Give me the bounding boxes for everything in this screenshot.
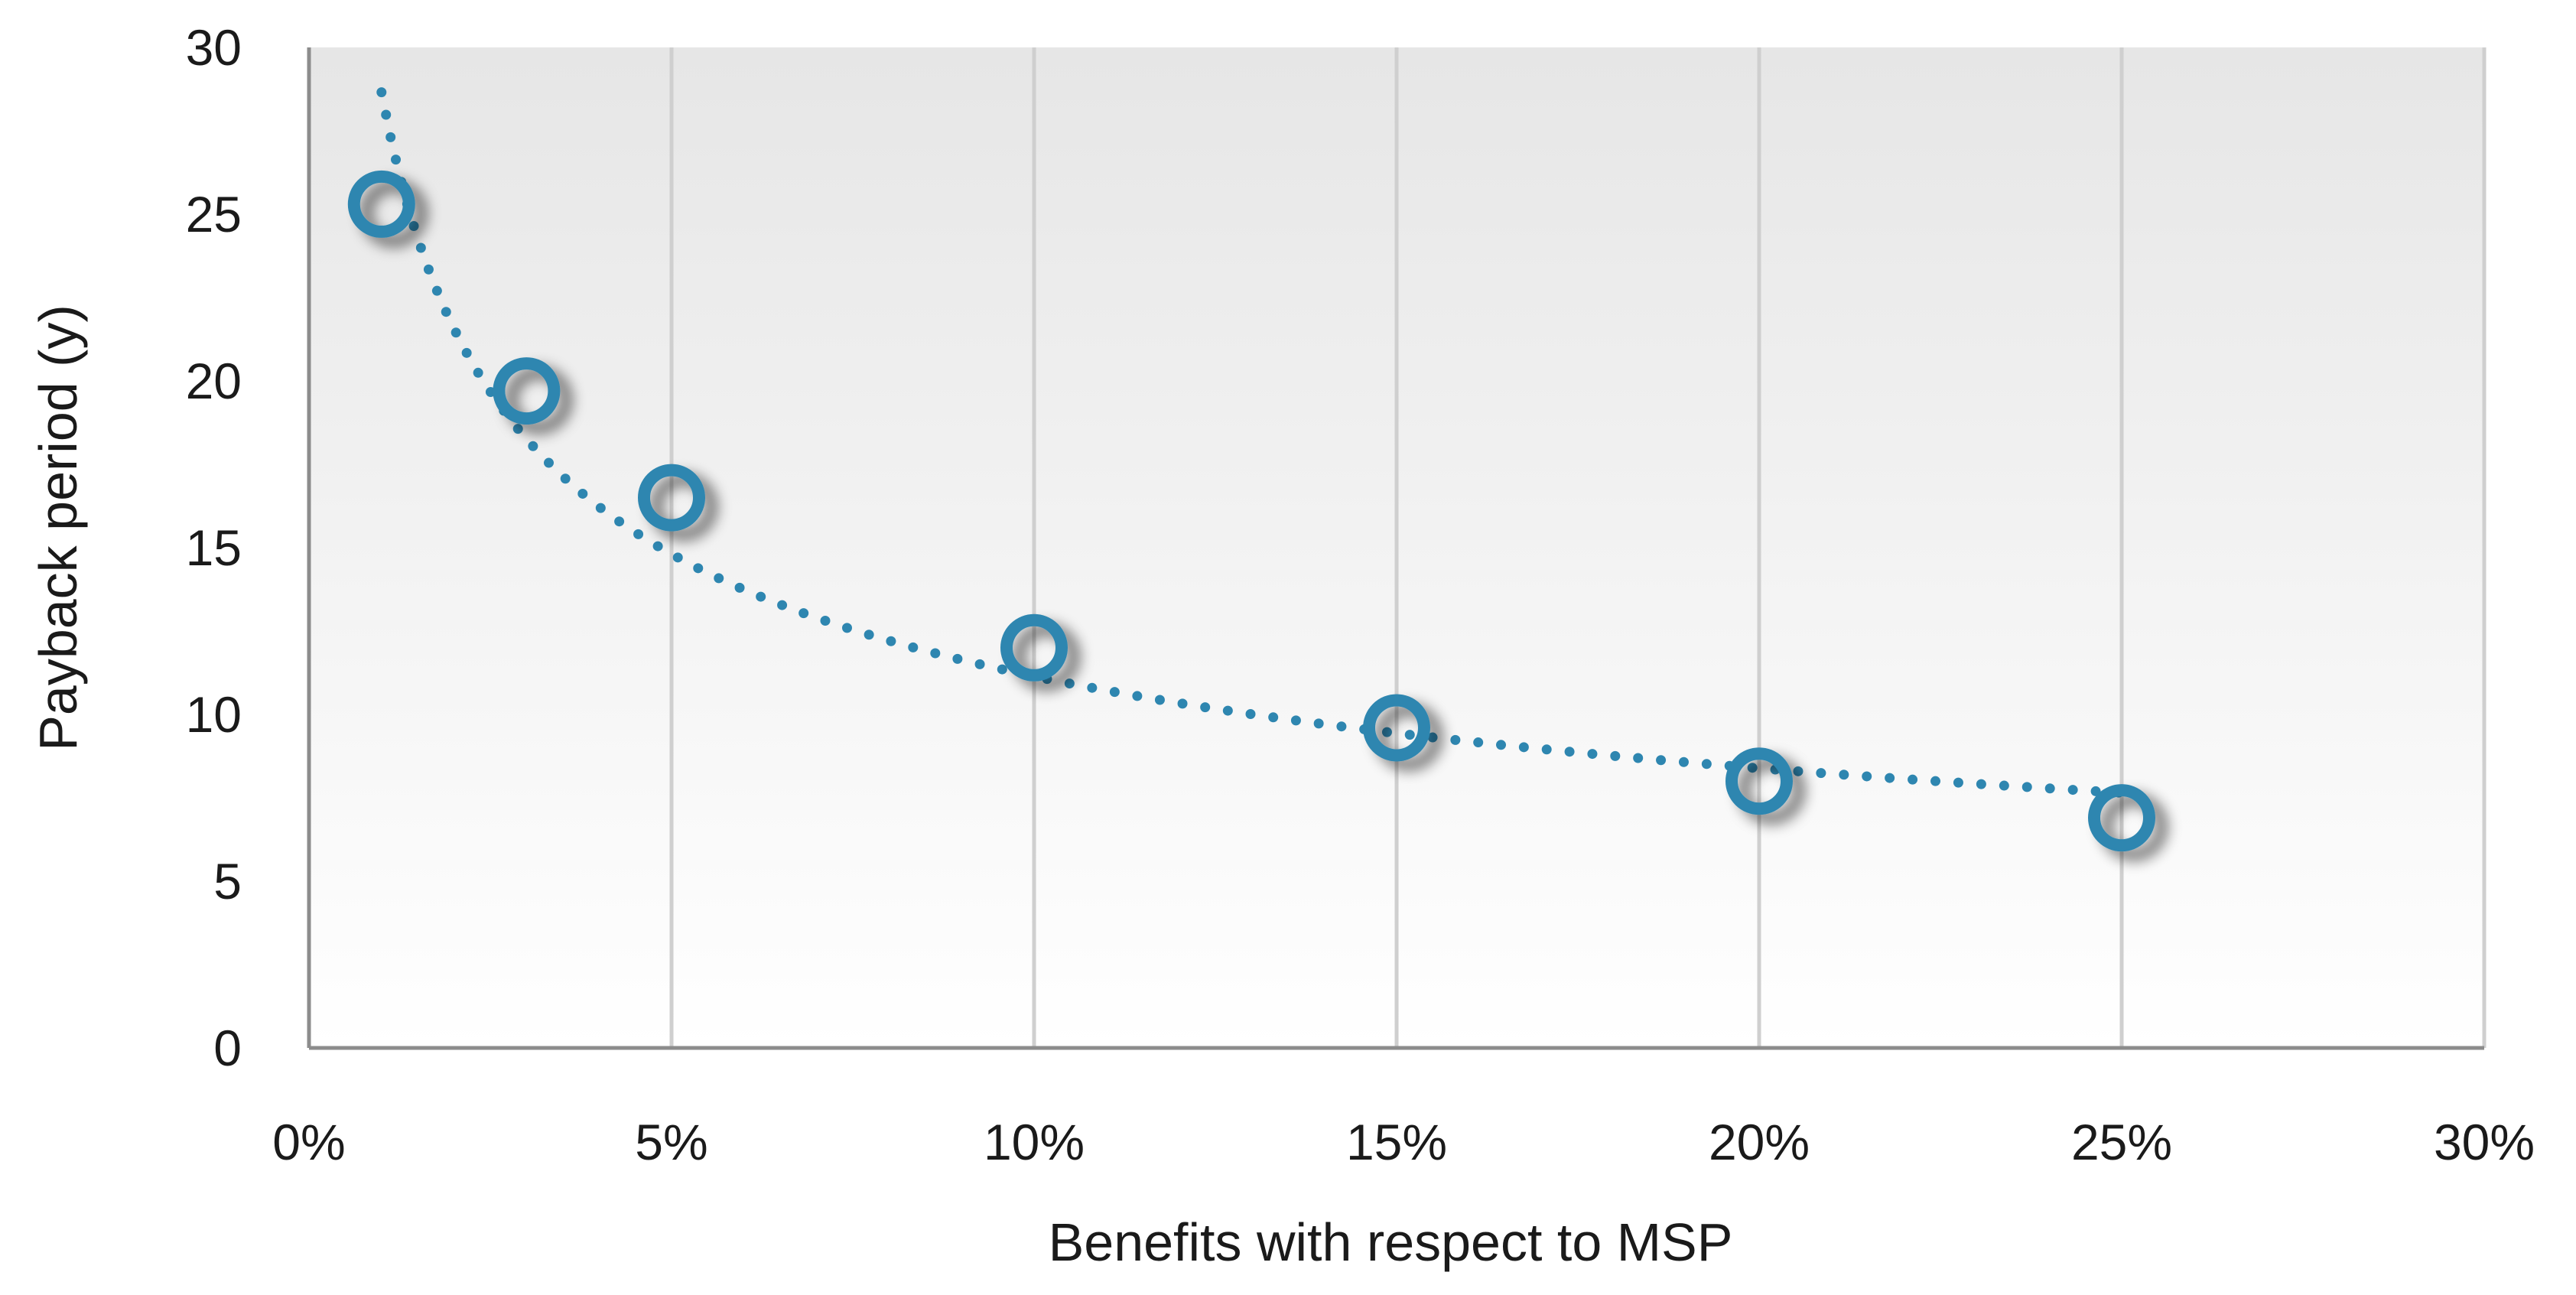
x-tick-label: 20% — [1709, 1114, 1810, 1170]
trendline — [376, 87, 2127, 798]
y-axis-tick-labels: 0 5 10 15 20 25 30 — [186, 19, 242, 1076]
y-axis-title: Payback period (y) — [28, 304, 88, 751]
x-tick-label: 0% — [272, 1114, 345, 1170]
data-point — [1725, 747, 1793, 815]
data-points — [347, 170, 2155, 852]
y-tick-label: 0 — [213, 1020, 242, 1076]
gridlines — [669, 47, 2487, 1048]
y-tick-label: 15 — [186, 519, 242, 576]
y-tick-label: 20 — [186, 353, 242, 409]
x-tick-label: 15% — [1346, 1114, 1447, 1170]
x-axis-title: Benefits with respect to MSP — [1049, 1212, 1733, 1272]
data-point — [638, 464, 705, 532]
x-tick-label: 10% — [984, 1114, 1085, 1170]
y-tick-label: 10 — [186, 686, 242, 743]
data-point — [1363, 694, 1430, 762]
x-tick-label: 30% — [2434, 1114, 2535, 1170]
trendline-group — [376, 87, 2127, 798]
y-tick-label: 5 — [213, 853, 242, 909]
data-point — [493, 357, 561, 425]
x-axis-tick-labels: 0% 5% 10% 15% 20% 25% 30% — [272, 1114, 2535, 1170]
data-point — [347, 170, 415, 238]
x-tick-label: 25% — [2071, 1114, 2172, 1170]
x-tick-label: 5% — [635, 1114, 707, 1170]
data-point — [1000, 613, 1068, 682]
data-point — [2088, 784, 2155, 852]
axes — [307, 47, 2484, 1050]
y-tick-label: 25 — [186, 186, 242, 242]
y-tick-label: 30 — [186, 19, 242, 76]
